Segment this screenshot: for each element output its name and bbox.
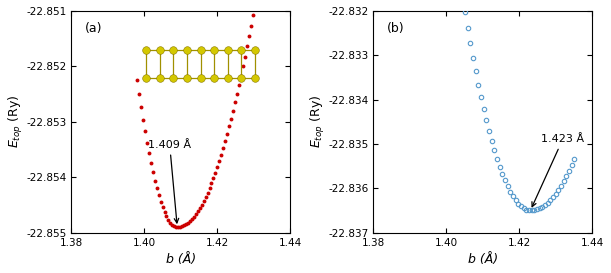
Text: 1.423 Å: 1.423 Å <box>532 134 585 207</box>
Y-axis label: $E_{top}$ (Ry): $E_{top}$ (Ry) <box>309 95 327 149</box>
Y-axis label: $E_{top}$ (Ry): $E_{top}$ (Ry) <box>7 95 25 149</box>
Text: (b): (b) <box>387 22 404 35</box>
X-axis label: b (Å): b (Å) <box>166 253 196 266</box>
X-axis label: b (Å): b (Å) <box>468 253 498 266</box>
Text: 1.409 Å: 1.409 Å <box>148 140 191 223</box>
Text: (a): (a) <box>84 22 102 35</box>
